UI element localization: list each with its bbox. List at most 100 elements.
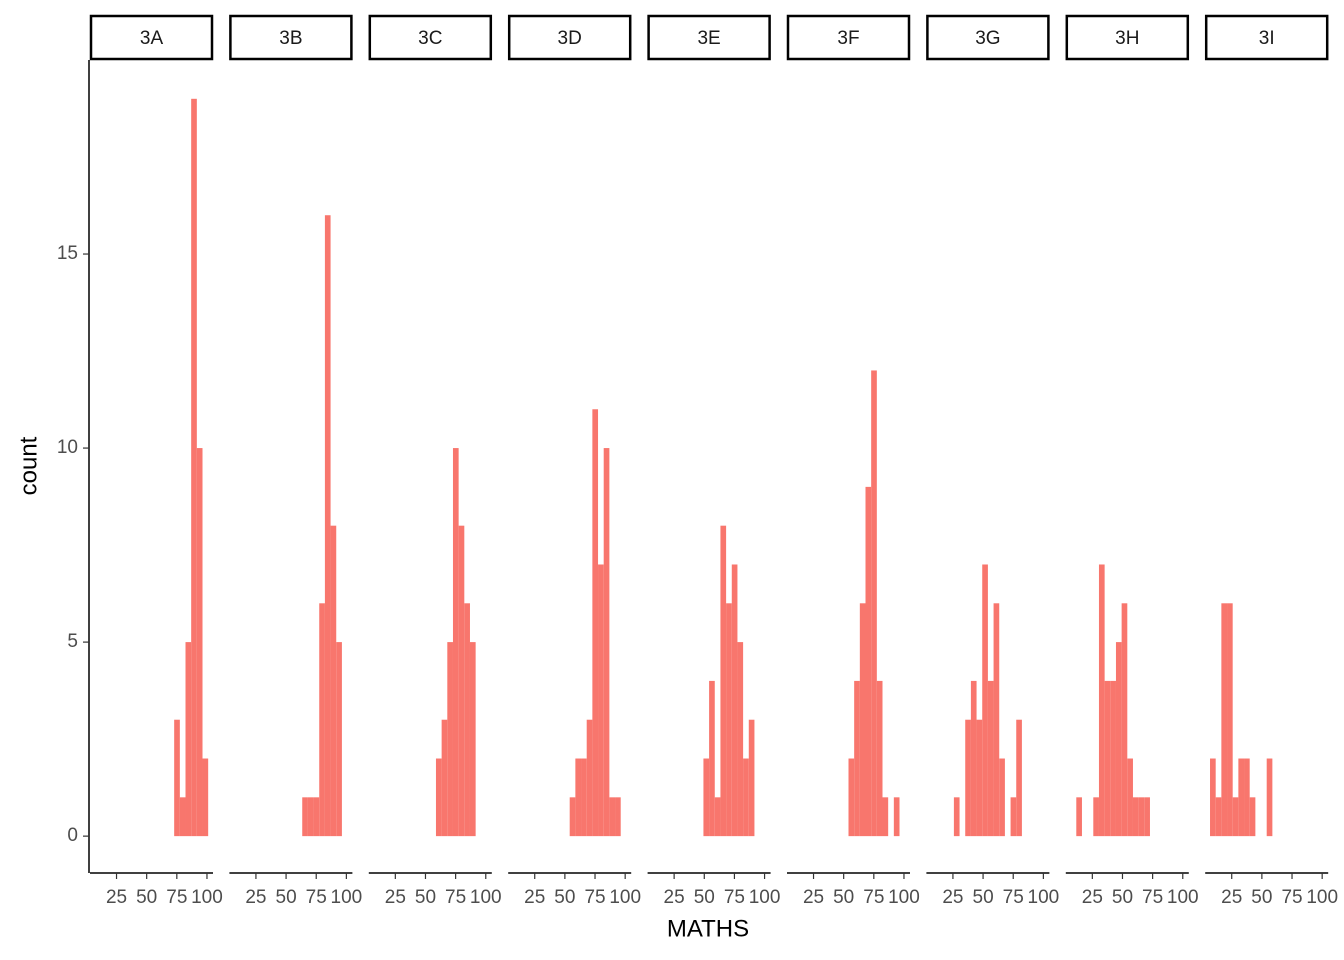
bar: [469, 642, 476, 837]
facet-strip: [229, 14, 353, 61]
bar: [324, 215, 331, 837]
bar: [1010, 797, 1017, 837]
bar: [987, 680, 994, 837]
facet-label: 3H: [1115, 28, 1139, 49]
x-tick-label: 25: [106, 887, 127, 908]
bar: [174, 719, 180, 837]
bar: [1093, 797, 1099, 837]
facet-label: 3A: [140, 28, 164, 49]
bar: [603, 448, 610, 837]
facet-strip: [647, 14, 771, 61]
y-tick-label: 15: [57, 243, 78, 264]
bar: [976, 719, 983, 837]
bar: [1249, 797, 1256, 837]
bar: [703, 758, 710, 837]
bar: [464, 603, 470, 837]
bar: [1138, 797, 1145, 837]
bar: [743, 758, 749, 837]
bar: [1121, 603, 1128, 837]
facet-label: 3D: [558, 28, 582, 49]
bar: [202, 758, 209, 837]
bar: [993, 603, 1000, 837]
x-tick-label: 50: [554, 887, 575, 908]
x-tick-label: 50: [276, 887, 297, 908]
x-tick-label: 75: [1281, 887, 1302, 908]
x-tick-label: 75: [166, 887, 187, 908]
x-tick-label: 100: [1028, 887, 1060, 908]
bar: [709, 680, 715, 837]
bar: [1232, 797, 1239, 837]
bar: [876, 680, 883, 837]
bar: [191, 98, 197, 837]
x-tick-label: 25: [803, 887, 824, 908]
bar: [848, 758, 855, 837]
x-tick-label: 50: [1251, 887, 1272, 908]
x-tick-label: 50: [833, 887, 854, 908]
x-tick-label: 50: [973, 887, 994, 908]
facet-label: 3E: [697, 28, 720, 49]
x-tick-label: 50: [415, 887, 436, 908]
x-tick-label: 25: [1082, 887, 1103, 908]
x-tick-label: 50: [1112, 887, 1133, 908]
bar: [441, 719, 448, 837]
bar: [871, 370, 877, 837]
bar: [598, 564, 604, 837]
y-tick-label: 10: [57, 437, 78, 458]
bar: [731, 564, 738, 837]
bar: [999, 758, 1005, 837]
bar: [330, 525, 337, 837]
bar: [965, 719, 971, 837]
x-tick-label: 75: [445, 887, 466, 908]
x-tick-label: 100: [609, 887, 641, 908]
bar: [592, 409, 599, 837]
x-tick-label: 100: [1306, 887, 1338, 908]
bar: [982, 564, 988, 837]
bar: [1227, 603, 1233, 837]
x-tick-label: 75: [863, 887, 884, 908]
bar: [970, 680, 977, 837]
y-axis-title: count: [15, 436, 42, 495]
x-tick-label: 75: [306, 887, 327, 908]
x-tick-label: 100: [470, 887, 502, 908]
facet-strip: [1065, 14, 1190, 61]
x-tick-label: 75: [1003, 887, 1024, 908]
facet-label: 3I: [1259, 28, 1275, 49]
bar: [953, 797, 960, 837]
bar: [1210, 758, 1216, 837]
bar: [1144, 797, 1150, 837]
bar: [302, 797, 308, 837]
bar: [1115, 642, 1122, 837]
x-tick-label: 25: [385, 887, 406, 908]
bar: [748, 719, 755, 837]
bar: [435, 758, 442, 837]
y-tick-label: 0: [67, 825, 78, 846]
bar: [319, 603, 325, 837]
facet-strip: [786, 14, 911, 61]
bar: [307, 797, 314, 837]
x-tick-label: 100: [1167, 887, 1199, 908]
facet-label: 3B: [279, 28, 302, 49]
facet-strip: [89, 14, 214, 61]
bar: [586, 719, 593, 837]
bar: [185, 642, 192, 837]
bar: [1221, 603, 1228, 837]
bar: [313, 797, 320, 837]
x-tick-label: 25: [664, 887, 685, 908]
bar: [575, 758, 582, 837]
bar: [737, 642, 744, 837]
bar: [1132, 797, 1139, 837]
bar: [1215, 797, 1222, 837]
x-tick-label: 75: [724, 887, 745, 908]
bar: [615, 797, 621, 837]
x-tick-label: 25: [524, 887, 545, 908]
bar: [1127, 758, 1133, 837]
bar: [726, 603, 732, 837]
x-tick-label: 100: [888, 887, 920, 908]
bar: [1244, 758, 1250, 837]
bar: [1016, 719, 1022, 837]
x-tick-label: 25: [1221, 887, 1242, 908]
bar: [581, 758, 587, 837]
bar: [865, 486, 872, 837]
x-tick-label: 75: [1142, 887, 1163, 908]
bar: [458, 525, 465, 837]
